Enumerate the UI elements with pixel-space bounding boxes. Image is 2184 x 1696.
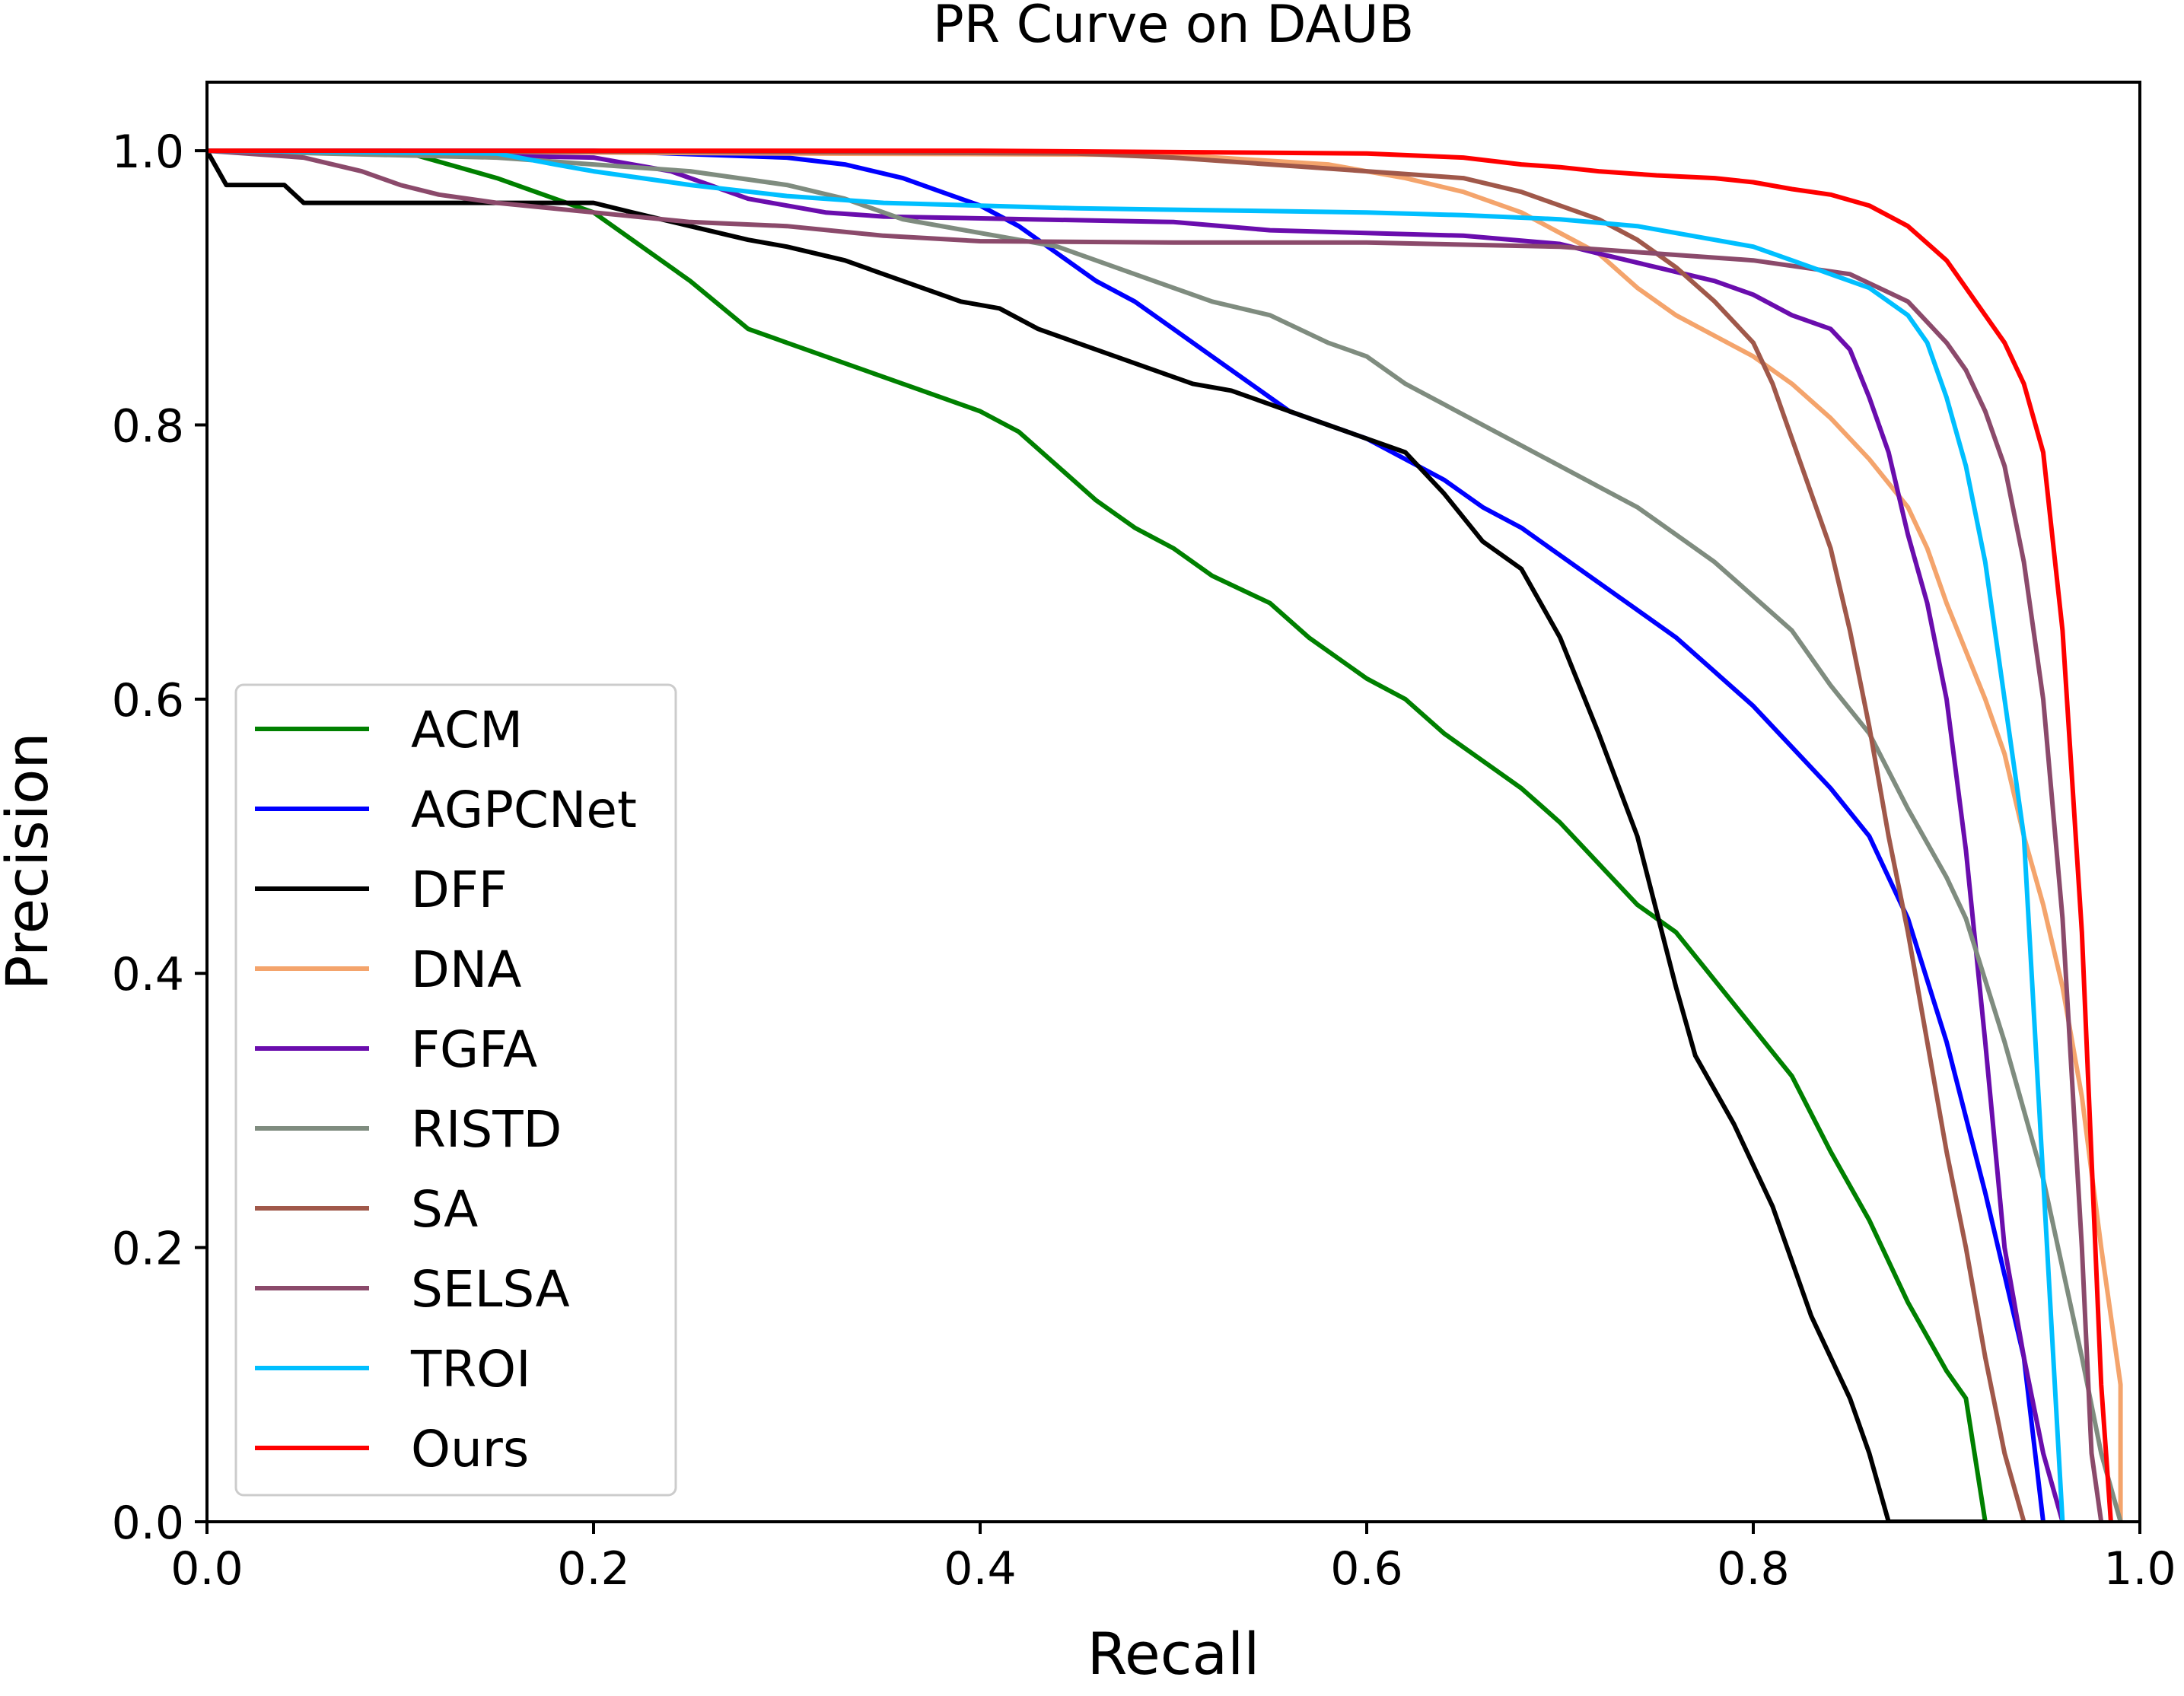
y-axis-label: Precision [0, 732, 61, 990]
series-line-agpcnet [207, 148, 2046, 1522]
y-tick-label: 0.4 [112, 948, 184, 1001]
y-tick-label: 0.2 [112, 1223, 184, 1276]
y-tick-label: 0.8 [112, 399, 184, 453]
series-line-selsa [207, 148, 2104, 1522]
legend-label: SA [411, 1180, 478, 1239]
legend-label: TROI [410, 1340, 531, 1398]
series-line-fgfa [207, 148, 2065, 1522]
x-tick-label: 0.8 [1717, 1542, 1789, 1596]
y-tick-label: 0.0 [112, 1497, 184, 1550]
x-axis-label: Recall [1087, 1620, 1260, 1688]
series-line-dff [207, 149, 1985, 1522]
legend-label: DNA [411, 940, 521, 999]
x-tick-label: 0.4 [944, 1542, 1016, 1596]
legend-label: FGFA [411, 1020, 537, 1079]
legend-label: Ours [411, 1420, 529, 1478]
legend-label: RISTD [411, 1100, 562, 1159]
series-line-ristd [207, 148, 2123, 1522]
legend-label: DFF [411, 861, 508, 919]
legend-label: SELSA [411, 1260, 570, 1319]
plot-frame [205, 81, 2141, 1523]
legend-label: AGPCNet [411, 781, 637, 839]
x-tick-label: 0.0 [170, 1542, 243, 1596]
series-line-dna [207, 148, 2123, 1522]
y-tick-label: 0.6 [112, 674, 184, 727]
x-tick-label: 0.6 [1330, 1542, 1402, 1596]
y-tick-label: 1.0 [112, 126, 184, 179]
x-tick-label: 1.0 [2103, 1542, 2176, 1596]
chart-title: PR Curve on DAUB [933, 0, 1415, 55]
series-line-acm [207, 148, 1988, 1522]
series-line-ours [207, 148, 2113, 1522]
x-tick-label: 0.2 [557, 1542, 629, 1596]
legend-label: ACM [411, 701, 523, 759]
series-line-troi [207, 148, 2065, 1522]
series-line-sa [207, 148, 2026, 1522]
